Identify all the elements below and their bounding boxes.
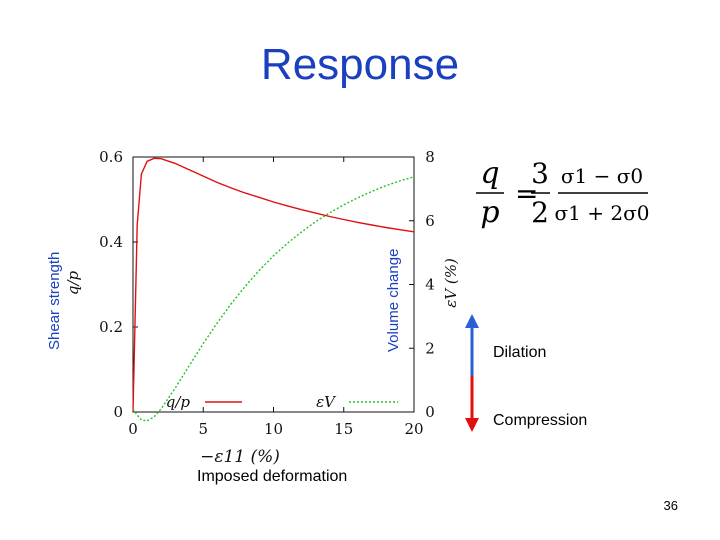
y-left-tick-label: 0.4 [99, 233, 123, 251]
y-right-tick-label: 4 [425, 276, 435, 294]
formula-coef-num: 3 [531, 157, 549, 190]
x-tick-label: 20 [404, 420, 423, 438]
chart-series [132, 157, 415, 422]
chart-legend: q/p εV [166, 393, 398, 411]
formula-equals: = [515, 177, 538, 210]
page-number: 36 [663, 498, 678, 513]
series-line-volume-change [132, 176, 415, 422]
plot-frame [132, 156, 415, 413]
imposed-deformation-caption: Imposed deformation [197, 468, 348, 485]
y-right-tick-label: 6 [425, 212, 435, 230]
y-left-tick-label: 0.2 [99, 318, 123, 336]
y-right-tick-label: 0 [425, 403, 435, 421]
y-right-axis-label: εV (%) [442, 258, 460, 308]
slide-title: Response [260, 40, 460, 89]
direction-arrows [465, 314, 479, 432]
y-left-tick-label: 0 [113, 403, 123, 421]
x-tick-label: 5 [198, 420, 208, 438]
formula: q p = 3 2 σ1 − σ0 σ1 + 2σ0 [476, 156, 650, 230]
y-right-tick-label: 2 [425, 339, 435, 357]
y-right-tick-label: 8 [425, 148, 435, 166]
y-left-axis-label: q/p [64, 270, 82, 295]
legend-label-q-p: q/p [166, 393, 191, 411]
legend-label-volume-change: εV [316, 393, 337, 411]
formula-fraction-denominator: σ1 + 2σ0 [555, 201, 650, 225]
x-tick-label: 10 [264, 420, 283, 438]
dilation-arrowhead [465, 314, 479, 328]
x-tick-label: 15 [334, 420, 353, 438]
formula-coef-den: 2 [531, 196, 549, 229]
x-tick-label: 0 [128, 420, 138, 438]
formula-q: q [480, 156, 499, 191]
dilation-label: Dilation [493, 344, 547, 361]
compression-label: Compression [493, 412, 588, 429]
compression-arrowhead [465, 418, 479, 432]
y-left-tick-label: 0.6 [99, 148, 123, 166]
series-line-q-p [132, 157, 415, 413]
formula-p: p [480, 195, 499, 230]
formula-fraction-numerator: σ1 − σ0 [561, 164, 643, 188]
x-axis-label: −ε11 (%) [200, 447, 280, 467]
